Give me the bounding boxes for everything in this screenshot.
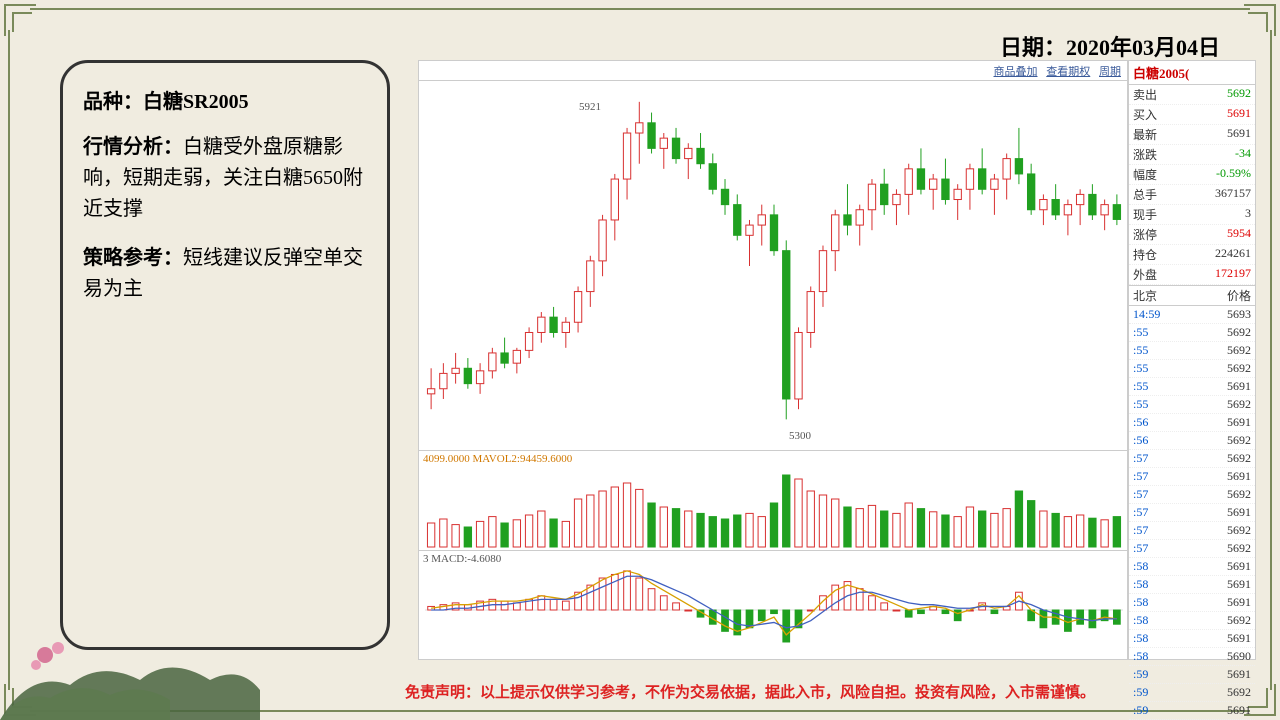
product-value: 白糖SR2005 <box>143 91 249 113</box>
tick-row: :555692 <box>1129 396 1255 414</box>
analysis-para: 行情分析：白糖受外盘原糖影响，短期走弱，关注白糖5650附近支撑 <box>83 132 367 225</box>
quote-row: 涨跌-34 <box>1129 145 1255 165</box>
date-header: 日期：2020年03月04日 <box>1000 30 1220 62</box>
tick-hdr-price: 价格 <box>1227 287 1251 304</box>
tick-row: :565691 <box>1129 414 1255 432</box>
quote-row: 最新5691 <box>1129 125 1255 145</box>
toolbar-period[interactable]: 周期 <box>1099 66 1121 78</box>
tick-row: :585691 <box>1129 558 1255 576</box>
tick-hdr-time: 北京 <box>1133 287 1157 304</box>
tick-row: :585691 <box>1129 576 1255 594</box>
tick-row: :575692 <box>1129 450 1255 468</box>
tick-row: :585691 <box>1129 594 1255 612</box>
info-panel: 品种：白糖SR2005 行情分析：白糖受外盘原糖影响，短期走弱，关注白糖5650… <box>60 60 390 650</box>
tick-row: :575691 <box>1129 504 1255 522</box>
tick-row: :575692 <box>1129 540 1255 558</box>
tick-row: :585690 <box>1129 648 1255 666</box>
quote-row: 持仓224261 <box>1129 245 1255 265</box>
tick-row: :565692 <box>1129 432 1255 450</box>
tick-row: :575692 <box>1129 522 1255 540</box>
tick-row: :585692 <box>1129 612 1255 630</box>
macd-label: 3 MACD:-4.6080 <box>423 553 501 565</box>
quote-row: 现手3 <box>1129 205 1255 225</box>
analysis-label: 行情分析： <box>83 136 183 158</box>
chart-container: 商品叠加 查看期权 周期 5921 5300 4099.0000 MAVOL2:… <box>418 60 1128 660</box>
tick-row: :585691 <box>1129 630 1255 648</box>
date-label: 日期： <box>1000 35 1066 60</box>
quote-row: 幅度-0.59% <box>1129 165 1255 185</box>
candlestick-chart: 5921 5300 <box>419 81 1127 451</box>
quote-row: 总手367157 <box>1129 185 1255 205</box>
tick-row: :575691 <box>1129 468 1255 486</box>
volume-chart: 4099.0000 MAVOL2:94459.6000 <box>419 451 1127 551</box>
disclaimer-text: 免责声明：以上提示仅供学习参考，不作为交易依据，据此入市，风险自担。投资有风险，… <box>260 681 1240 702</box>
tick-row: :575692 <box>1129 486 1255 504</box>
quote-row: 外盘172197 <box>1129 265 1255 285</box>
chart-toolbar: 商品叠加 查看期权 周期 <box>419 61 1127 81</box>
quote-row: 买入5691 <box>1129 105 1255 125</box>
quote-title: 白糖2005( <box>1129 61 1255 85</box>
date-value: 2020年03月04日 <box>1066 35 1220 60</box>
high-label: 5921 <box>579 101 601 113</box>
product-label: 品种： <box>83 91 143 113</box>
strategy-para: 策略参考：短线建议反弹空单交易为主 <box>83 243 367 305</box>
volume-label: 4099.0000 MAVOL2:94459.6000 <box>423 453 572 465</box>
toolbar-options[interactable]: 查看期权 <box>1046 66 1090 78</box>
tick-row: :595691 <box>1129 702 1255 720</box>
tick-row: :555692 <box>1129 342 1255 360</box>
low-label: 5300 <box>789 430 811 442</box>
product-line: 品种：白糖SR2005 <box>83 85 367 114</box>
quote-row: 卖出5692 <box>1129 85 1255 105</box>
tick-row: 14:595693 <box>1129 306 1255 324</box>
strategy-label: 策略参考： <box>83 247 183 269</box>
quote-panel: 白糖2005( 卖出5692买入5691最新5691涨跌-34幅度-0.59%总… <box>1128 60 1256 660</box>
toolbar-overlay[interactable]: 商品叠加 <box>994 66 1038 78</box>
macd-chart: 3 MACD:-4.6080 <box>419 551 1127 657</box>
tick-row: :555692 <box>1129 360 1255 378</box>
tick-row: :555692 <box>1129 324 1255 342</box>
quote-row: 涨停5954 <box>1129 225 1255 245</box>
tick-row: :555691 <box>1129 378 1255 396</box>
